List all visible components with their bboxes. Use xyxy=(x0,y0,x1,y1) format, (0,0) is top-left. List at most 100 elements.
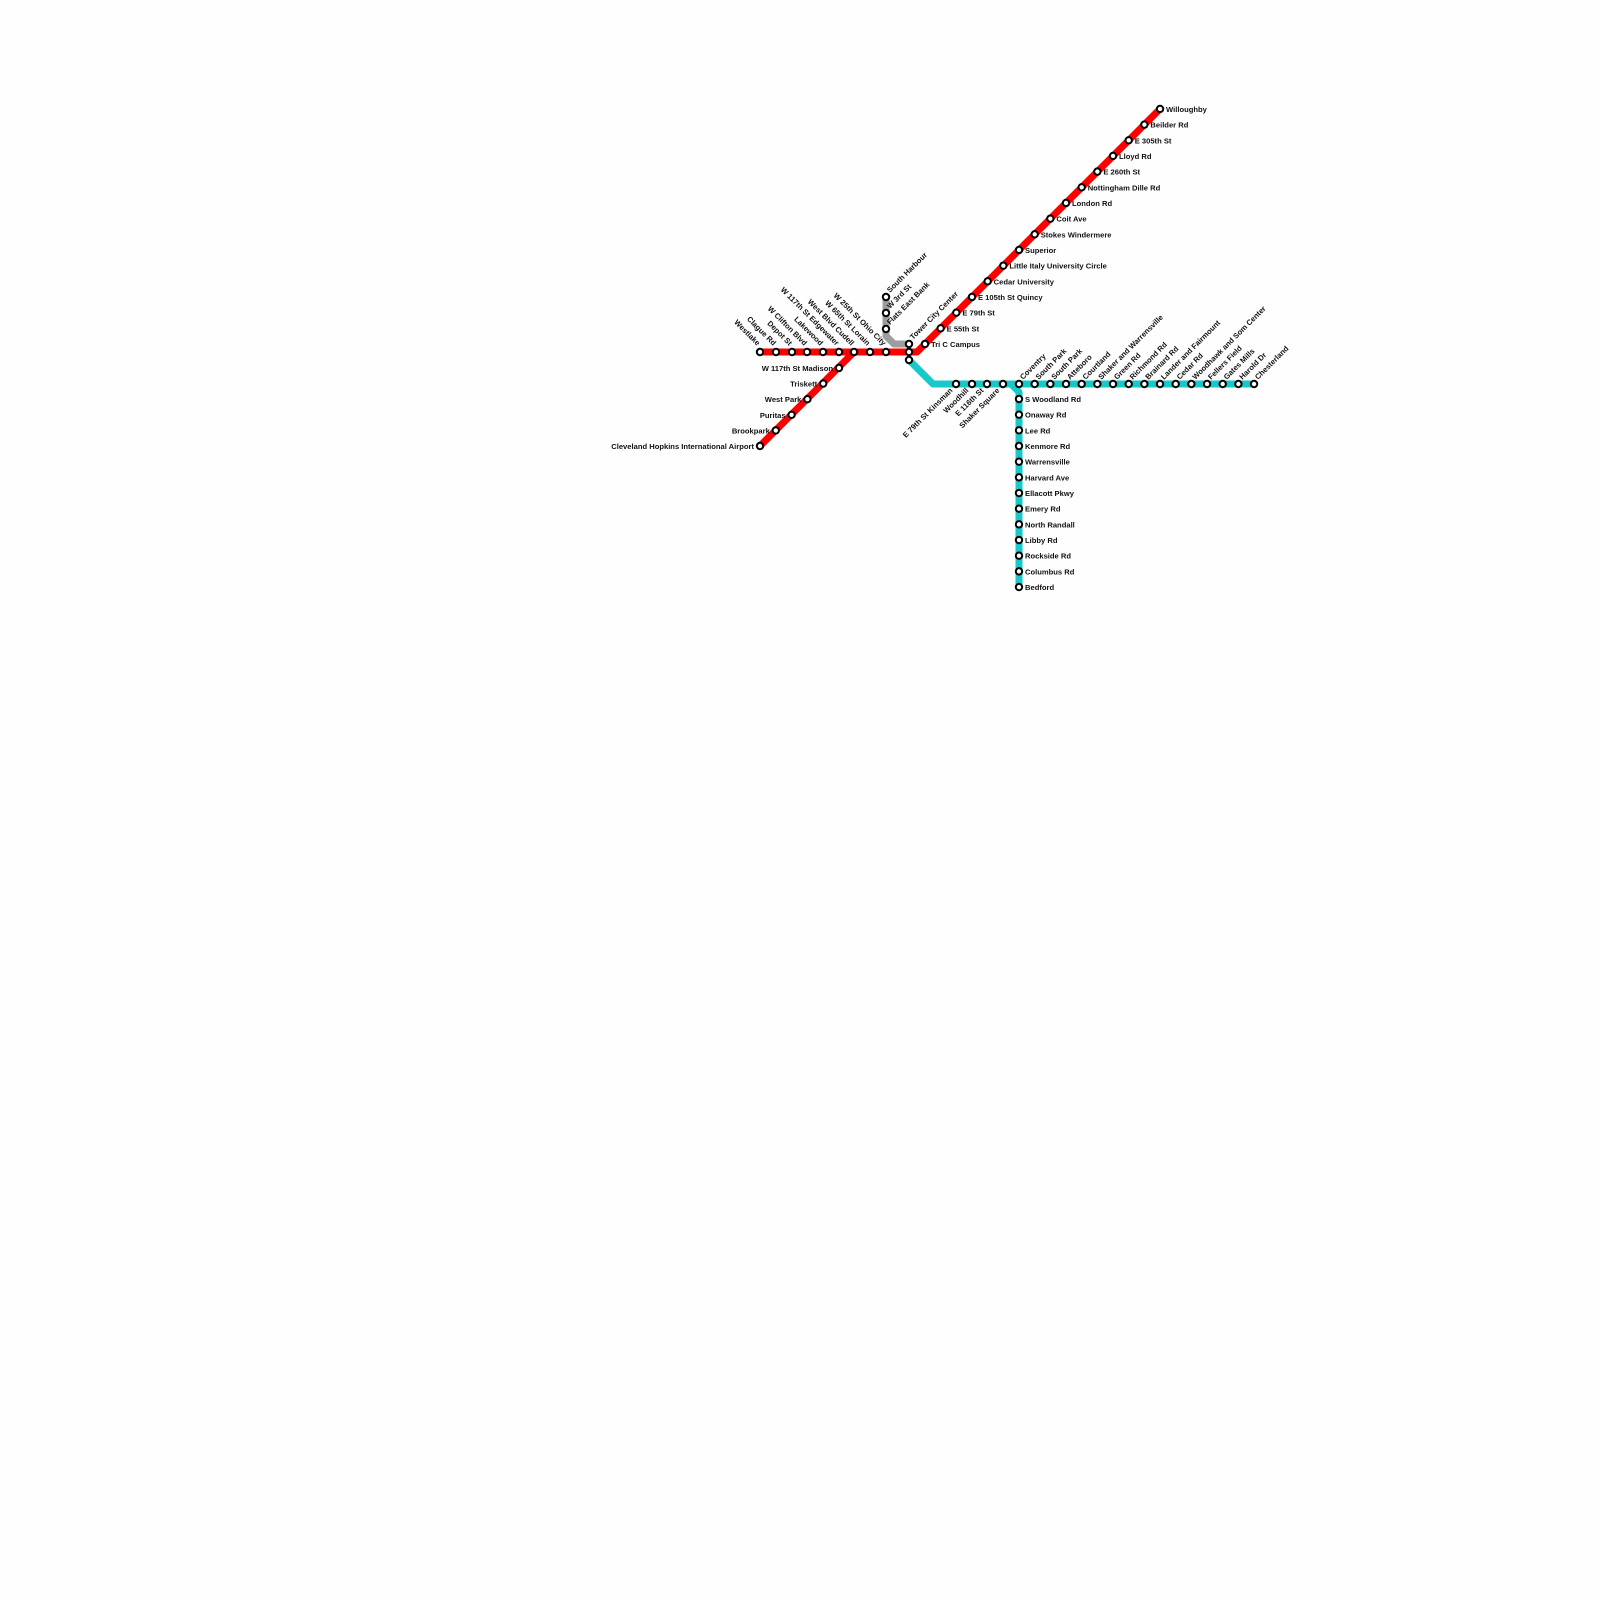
station-stop[interactable] xyxy=(1077,183,1086,192)
station-label: E 105th St Quincy xyxy=(978,293,1043,302)
station-label: S Woodland Rd xyxy=(1025,395,1081,404)
station-stop[interactable] xyxy=(1014,441,1024,451)
station-stop[interactable] xyxy=(998,379,1008,389)
station-stop[interactable] xyxy=(1014,245,1024,255)
station-stop[interactable] xyxy=(1014,457,1024,466)
station-stop[interactable] xyxy=(1093,167,1102,176)
station-stop[interactable] xyxy=(1249,379,1259,389)
station-label: Stokes Windermere xyxy=(1041,230,1112,239)
station-stop[interactable] xyxy=(1061,198,1071,208)
station-stop[interactable] xyxy=(1155,104,1165,114)
station-stop[interactable] xyxy=(849,347,859,357)
station-stop[interactable] xyxy=(1140,379,1149,389)
station-stop[interactable] xyxy=(818,347,828,357)
station-stop[interactable] xyxy=(1014,379,1024,389)
station-label: Little Italy University Circle xyxy=(1009,262,1107,271)
station-stop[interactable] xyxy=(1030,379,1039,389)
station-label: Lloyd Rd xyxy=(1119,152,1152,161)
station-stop[interactable] xyxy=(803,395,812,404)
station-stop[interactable] xyxy=(1046,379,1055,389)
station-label: Willoughby xyxy=(1166,105,1208,114)
station-label: Coit Ave xyxy=(1056,215,1086,224)
station-stop[interactable] xyxy=(1014,504,1024,513)
station-label: Nottingham Dille Rd xyxy=(1088,183,1161,192)
station-stop[interactable] xyxy=(920,339,930,349)
station-stop[interactable] xyxy=(967,379,977,389)
station-stop[interactable] xyxy=(802,347,812,357)
station-stop[interactable] xyxy=(967,292,977,302)
station-stop[interactable] xyxy=(1187,379,1196,389)
station-stop[interactable] xyxy=(1014,488,1024,498)
station-stop[interactable] xyxy=(983,277,992,286)
station-stop[interactable] xyxy=(1061,379,1071,389)
station-stop[interactable] xyxy=(999,261,1008,270)
station-label: Bedford xyxy=(1025,583,1054,592)
station-label: London Rd xyxy=(1072,199,1112,208)
station-label: Ellacott Pkwy xyxy=(1025,489,1075,498)
station-label: Libby Rd xyxy=(1025,536,1058,545)
station-stop[interactable] xyxy=(881,292,891,302)
station-label: Triskett xyxy=(790,380,817,389)
station-stop[interactable] xyxy=(755,441,765,451)
station-stop[interactable] xyxy=(1014,567,1024,576)
station-stop[interactable] xyxy=(881,308,891,318)
station-label: Harvard Ave xyxy=(1025,473,1069,482)
station-stop[interactable] xyxy=(819,379,828,388)
station-stop[interactable] xyxy=(1234,379,1243,389)
station-stop[interactable] xyxy=(1155,379,1165,389)
station-label: Superior xyxy=(1025,246,1056,255)
station-label: Cedar University xyxy=(994,277,1055,286)
station-stop[interactable] xyxy=(787,347,797,357)
station-stop[interactable] xyxy=(771,347,781,357)
station-stop[interactable] xyxy=(1108,379,1118,389)
station-stop[interactable] xyxy=(904,355,914,365)
station-stop[interactable] xyxy=(1014,473,1024,482)
station-stop[interactable] xyxy=(1014,394,1024,404)
station-stop[interactable] xyxy=(1140,120,1149,129)
station-label: North Randall xyxy=(1025,520,1075,529)
station-stop[interactable] xyxy=(787,410,796,419)
station-stop[interactable] xyxy=(1124,379,1133,389)
station-stop[interactable] xyxy=(1014,410,1024,419)
station-stop[interactable] xyxy=(865,347,875,357)
station-stop[interactable] xyxy=(1202,379,1212,389)
station-label: Rockside Rd xyxy=(1025,552,1071,561)
station-stop[interactable] xyxy=(771,426,780,435)
station-stop[interactable] xyxy=(951,379,961,389)
station-stop[interactable] xyxy=(1218,379,1227,389)
station-stop[interactable] xyxy=(881,324,891,334)
station-stop[interactable] xyxy=(1108,151,1118,161)
station-stop[interactable] xyxy=(755,347,765,357)
station-stop[interactable] xyxy=(904,347,914,357)
station-stop[interactable] xyxy=(936,324,945,333)
station-stop[interactable] xyxy=(904,339,914,349)
station-label: E 260th St xyxy=(1103,168,1140,177)
stations xyxy=(755,104,1259,592)
station-stop[interactable] xyxy=(982,379,992,389)
station-stop[interactable] xyxy=(881,347,891,357)
station-label: Kenmore Rd xyxy=(1025,442,1071,451)
station-stop[interactable] xyxy=(1014,535,1024,545)
station-stop[interactable] xyxy=(834,363,844,373)
station-stop[interactable] xyxy=(1171,379,1180,389)
station-label: Emery Rd xyxy=(1025,505,1061,514)
station-stop[interactable] xyxy=(1014,582,1024,592)
station-stop[interactable] xyxy=(1014,551,1024,560)
station-label: Brookpark xyxy=(732,426,771,435)
station-stop[interactable] xyxy=(1014,426,1024,435)
station-label: Lee Rd xyxy=(1025,426,1051,435)
station-stop[interactable] xyxy=(1077,379,1086,389)
station-stop[interactable] xyxy=(1093,379,1102,389)
station-label: Puritas xyxy=(760,411,786,420)
station-stop[interactable] xyxy=(1014,520,1024,529)
station-stop[interactable] xyxy=(1046,214,1055,223)
station-stop[interactable] xyxy=(834,347,844,357)
station-stop[interactable] xyxy=(952,308,961,317)
station-label: Warrensville xyxy=(1025,458,1070,467)
station-stop[interactable] xyxy=(1124,136,1133,145)
station-stop[interactable] xyxy=(1030,230,1039,239)
station-label: Onaway Rd xyxy=(1025,411,1067,420)
station-label: E 79th St xyxy=(962,309,995,318)
